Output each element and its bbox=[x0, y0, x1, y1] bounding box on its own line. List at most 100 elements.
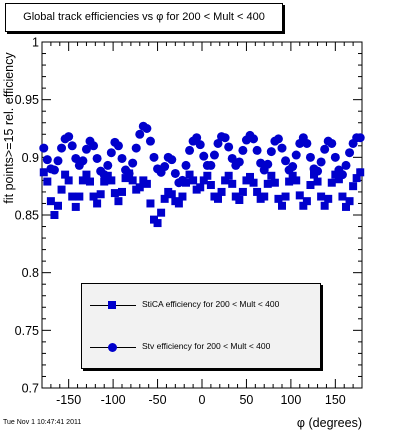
stv-data-point bbox=[131, 143, 141, 153]
stv-data-point bbox=[167, 155, 177, 165]
x-tick-label: 0 bbox=[199, 393, 206, 407]
stv-data-point bbox=[313, 166, 323, 176]
y-tick-label: 0.9 bbox=[22, 151, 39, 165]
stica-data-point bbox=[157, 208, 166, 217]
stica-data-point bbox=[196, 183, 205, 192]
stv-data-point bbox=[49, 165, 59, 175]
stica-data-point bbox=[238, 187, 247, 196]
stica-data-point bbox=[50, 211, 59, 219]
legend-square-marker bbox=[108, 301, 116, 309]
stv-data-point bbox=[249, 134, 259, 144]
stv-data-point bbox=[291, 150, 301, 160]
stica-data-point bbox=[246, 172, 254, 181]
stv-data-point bbox=[145, 136, 155, 146]
x-tick-label: -50 bbox=[149, 393, 167, 407]
stica-data-point bbox=[146, 199, 155, 208]
stica-data-point bbox=[278, 201, 286, 210]
stica-data-point bbox=[206, 181, 215, 190]
stica-data-point bbox=[118, 187, 126, 196]
stv-data-point bbox=[67, 141, 77, 151]
stica-data-point bbox=[352, 174, 361, 183]
stv-data-point bbox=[64, 132, 74, 142]
stica-data-point bbox=[224, 171, 233, 180]
data-markers bbox=[39, 121, 365, 228]
stica-data-point bbox=[43, 177, 52, 186]
stica-data-point bbox=[313, 177, 322, 186]
stv-data-point bbox=[213, 138, 223, 148]
stv-data-point bbox=[170, 168, 180, 178]
stv-data-point bbox=[57, 143, 67, 153]
stica-data-point bbox=[310, 170, 318, 179]
y-tick-label: 0.85 bbox=[15, 209, 39, 223]
stv-data-point bbox=[224, 142, 234, 152]
stv-data-point bbox=[345, 148, 355, 158]
stica-data-point bbox=[46, 197, 55, 206]
stica-data-point bbox=[121, 174, 130, 183]
stv-data-point bbox=[78, 156, 88, 166]
stv-data-point bbox=[81, 144, 91, 154]
stica-data-point bbox=[260, 192, 269, 201]
stica-data-point bbox=[64, 176, 73, 185]
stv-data-point bbox=[113, 141, 123, 151]
stica-data-point bbox=[356, 168, 365, 177]
stica-data-point bbox=[68, 192, 77, 201]
stica-data-point bbox=[288, 171, 297, 180]
stica-data-point bbox=[324, 194, 333, 203]
x-tick-label: -150 bbox=[56, 393, 81, 407]
stica-data-point bbox=[263, 179, 272, 188]
stv-data-point bbox=[106, 148, 116, 158]
stica-data-point bbox=[142, 179, 151, 188]
stv-data-point bbox=[234, 157, 244, 167]
stica-data-point bbox=[281, 192, 290, 201]
stica-data-point bbox=[327, 178, 336, 187]
stv-data-point bbox=[355, 133, 365, 143]
x-tick-label: 50 bbox=[239, 393, 253, 407]
stica-data-point bbox=[100, 177, 109, 186]
stv-data-point bbox=[71, 153, 81, 163]
stv-data-point bbox=[160, 162, 170, 172]
stv-data-point bbox=[192, 133, 202, 143]
stica-data-point bbox=[270, 178, 279, 187]
stica-data-point bbox=[107, 176, 116, 185]
stica-data-point bbox=[54, 201, 62, 210]
stica-data-point bbox=[295, 191, 304, 200]
stv-data-point bbox=[181, 160, 191, 170]
stica-data-point bbox=[153, 219, 162, 228]
timestamp-footer: Tue Nov 1 10:47:41 2011 bbox=[3, 419, 82, 426]
stv-data-point bbox=[277, 143, 287, 153]
x-tick-label: 100 bbox=[280, 393, 301, 407]
y-tick-label: 0.7 bbox=[22, 382, 39, 396]
stica-data-point bbox=[217, 187, 226, 196]
stica-data-point bbox=[178, 192, 187, 201]
stica-data-point bbox=[302, 197, 311, 206]
stica-data-point bbox=[292, 176, 301, 185]
stica-data-point bbox=[71, 202, 80, 211]
stica-data-point bbox=[338, 192, 347, 201]
y-axis-label: fit points>=15 rel. efficiency bbox=[2, 52, 16, 204]
stv-data-point bbox=[327, 138, 337, 148]
stica-data-point bbox=[86, 177, 94, 186]
stica-data-point bbox=[110, 189, 119, 198]
stv-data-point bbox=[99, 170, 109, 180]
stica-data-point bbox=[349, 182, 358, 191]
stica-data-point bbox=[249, 178, 258, 187]
stica-data-point bbox=[167, 190, 176, 199]
stica-data-point bbox=[135, 183, 144, 192]
stica-data-point bbox=[39, 168, 48, 177]
stica-data-point bbox=[174, 199, 183, 208]
stica-data-point bbox=[221, 176, 230, 185]
stv-data-point bbox=[288, 162, 298, 172]
stica-data-point bbox=[342, 202, 350, 211]
chart-title-box: Global track efficiencies vs φ for 200 <… bbox=[5, 3, 283, 32]
stv-data-point bbox=[92, 153, 102, 163]
stica-data-point bbox=[128, 176, 137, 185]
stica-data-point bbox=[267, 171, 276, 180]
stv-data-point bbox=[177, 175, 187, 185]
stv-data-point bbox=[330, 152, 340, 162]
stv-data-point bbox=[238, 145, 248, 155]
stica-data-point bbox=[75, 192, 84, 201]
stica-data-point bbox=[228, 179, 237, 188]
stica-data-point bbox=[306, 181, 315, 190]
stica-data-point bbox=[345, 197, 354, 206]
stv-data-point bbox=[252, 145, 262, 155]
